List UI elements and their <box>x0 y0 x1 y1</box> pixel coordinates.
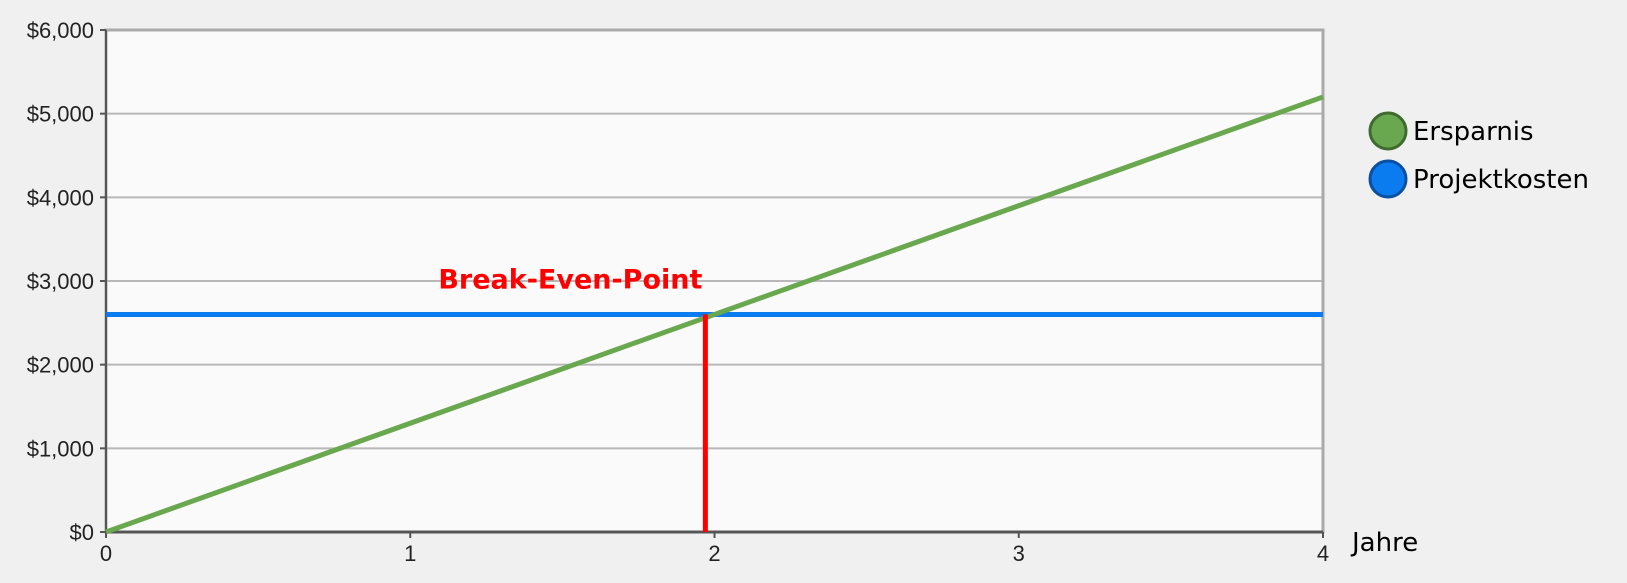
x-tick-label: 0 <box>100 541 112 566</box>
x-tick-label: 3 <box>1013 541 1025 566</box>
legend-marker-projektkosten <box>1368 159 1408 199</box>
y-tick-label: $6,000 <box>27 18 94 43</box>
legend-label-projektkosten: Projektkosten <box>1413 165 1589 195</box>
y-tick-label: $2,000 <box>27 353 94 378</box>
y-tick-label: $1,000 <box>27 436 94 461</box>
x-tick-label: 1 <box>404 541 416 566</box>
y-tick-label: $3,000 <box>27 269 94 294</box>
y-axis-ticks: $0 $1,000 $2,000 $3,000 $4,000 $5,000 $6,000 <box>27 18 106 545</box>
annotation-layer: Break-Even-Point <box>438 264 708 532</box>
y-tick-label: $4,000 <box>27 185 94 210</box>
x-axis-title: Jahre <box>1350 528 1418 558</box>
x-axis-ticks: 0 1 2 3 4 <box>100 532 1329 566</box>
grid-lines <box>106 112 1323 450</box>
y-tick-label: $0 <box>70 520 94 545</box>
legend: Ersparnis Projektkosten <box>1368 111 1589 199</box>
ersparnis-line <box>105 94 1324 535</box>
y-tick-label: $5,000 <box>27 102 94 127</box>
series-layer <box>105 94 1324 535</box>
break-even-label: Break-Even-Point <box>438 264 702 295</box>
legend-label-ersparnis: Ersparnis <box>1413 117 1534 147</box>
x-tick-label: 4 <box>1317 541 1329 566</box>
legend-marker-ersparnis <box>1368 111 1408 151</box>
x-tick-label: 2 <box>708 541 720 566</box>
